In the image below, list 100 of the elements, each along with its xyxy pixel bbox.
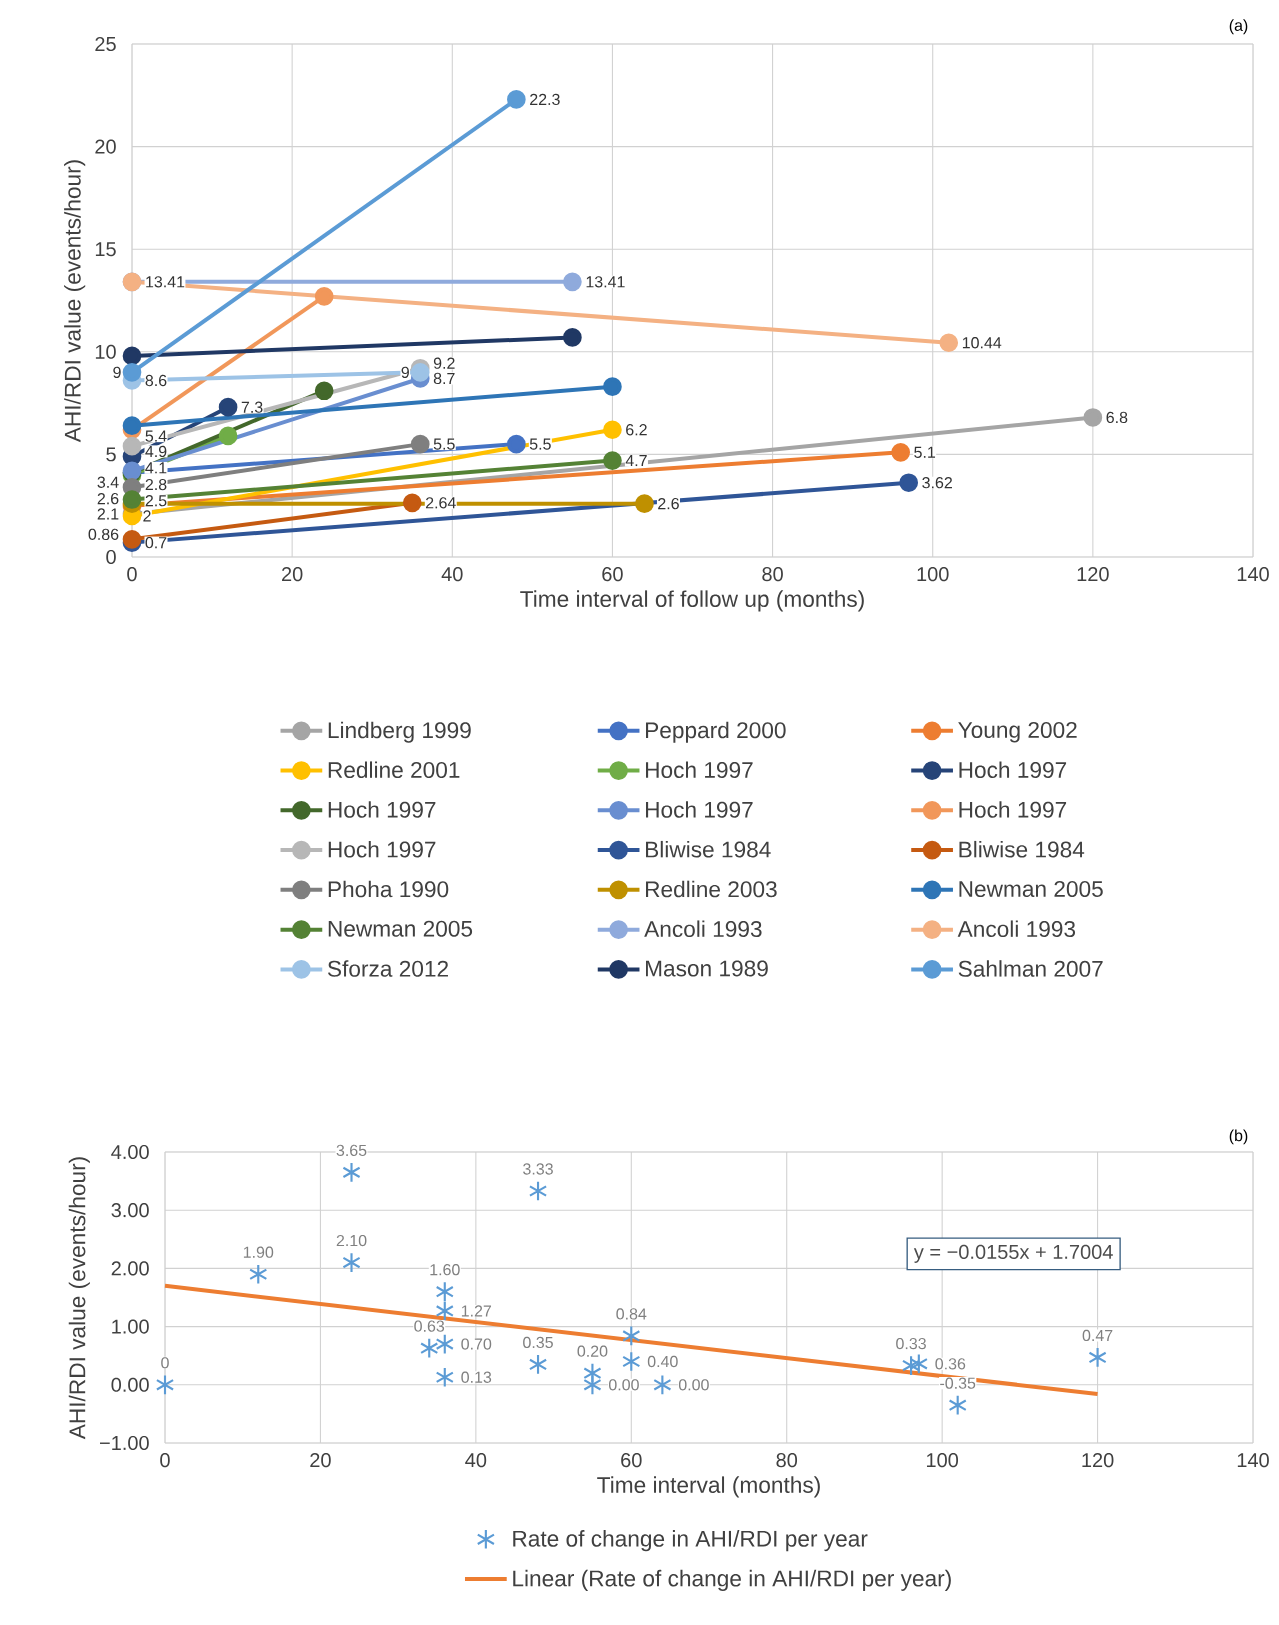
data-label: 3.62 [922,477,952,489]
data-label: 3.33 [523,1163,553,1175]
y-tick-label: 5 [106,447,116,462]
legend-label: Mason 1989 [646,960,768,977]
data-label: 4.7 [625,455,647,467]
data-label: 2 [143,510,151,522]
x-tick-label: 40 [441,567,463,582]
legend-label: Newman 2005 [959,880,1103,898]
x-axis-title: Time interval of follow up (months) [520,590,864,612]
x-tick-label: 120 [1077,567,1109,582]
data-label: 3.4 [97,476,119,488]
data-label: 6.8 [1106,411,1128,424]
y-axis-title: AHI/RDI value (events/hour) [68,1157,90,1440]
x-tick-label: 60 [602,567,623,582]
data-label: 0.84 [616,1308,647,1320]
data-label: 0.86 [88,528,119,540]
legend-label: Ancoli 1993 [644,920,762,938]
data-label: 0.63 [414,1320,445,1332]
x-tick-label: 40 [465,1453,487,1468]
annotation: y = −0.0155x + 1.7004 [913,1244,1113,1263]
data-label: 9.2 [433,357,455,369]
legend-label: Redline 2001 [328,761,460,779]
data-label: 1.60 [430,1264,460,1276]
legend-label: Ancoli 1993 [957,920,1076,938]
data-label: 1.90 [243,1246,274,1258]
data-label: 10.44 [962,337,1002,349]
data-label: 0.33 [896,1337,926,1350]
legend-label: Hoch 1997 [328,801,436,818]
y-tick-label: 0 [106,549,116,565]
y-tick-label: 3.00 [111,1203,149,1218]
data-label: 5.5 [529,438,551,450]
data-label: 0.70 [461,1338,492,1350]
y-tick-label: 25 [95,36,116,52]
legend-label: Redline 2003 [646,880,777,898]
x-tick-label: 140 [1237,567,1269,582]
text: (b) [1229,1129,1248,1145]
x-axis-title: Time interval (months) [597,1476,820,1498]
data-label: 0 [161,1357,169,1369]
x-tick-label: 20 [310,1453,331,1468]
x-tick-label: 100 [917,567,949,582]
data-label: 13.41 [146,276,185,288]
text: (a) [1229,19,1248,35]
data-label: 2.64 [425,497,456,509]
data-label: 22.3 [530,93,560,106]
y-tick-label: −1.00 [100,1435,149,1451]
x-tick-label: 20 [282,567,303,582]
y-tick-label: 10 [95,344,116,359]
y-tick-label: 20 [95,139,116,154]
data-label: 5.5 [433,438,455,450]
x-tick-label: 80 [776,1453,798,1468]
legend-label: Peppard 2000 [646,721,786,743]
data-label: 0.35 [523,1336,553,1349]
data-label: 0.40 [647,1355,678,1368]
data-label: 9 [401,366,409,378]
data-label: 4.9 [145,445,167,458]
legend-label: Rate of change in AHI/RDI per year [513,1530,868,1552]
x-tick-label: 100 [926,1453,959,1468]
x-tick-label: 0 [160,1453,170,1468]
y-axis-title: AHI/RDI value (events/hour) [64,160,86,443]
data-label: 0.7 [145,536,167,549]
legend-label: Bliwise 1984 [959,840,1085,858]
legend-label: Bliwise 1984 [646,840,771,858]
legend-label: Hoch 1997 [646,761,753,779]
data-label: 5.4 [145,430,167,442]
x-tick-label: 80 [762,567,783,582]
y-tick-label: 1.00 [112,1319,149,1334]
data-label: 2.6 [97,492,119,505]
data-label: 2.8 [145,478,167,491]
legend-label: Phoha 1990 [328,880,449,898]
legend-label: Hoch 1997 [646,801,753,818]
data-label: 5.1 [914,446,936,458]
legend-label: Young 2002 [958,721,1077,743]
y-tick-label: 0.00 [111,1377,149,1392]
data-label: 0.47 [1082,1329,1113,1342]
legend-label: Hoch 1997 [959,761,1067,779]
legend-label: Linear (Rate of change in AHI/RDI per year) [513,1569,951,1591]
data-label: 2.5 [145,495,167,507]
data-label: 8.6 [145,374,167,387]
legend-label: Sforza 2012 [327,960,448,977]
y-tick-label: 15 [95,242,116,257]
x-tick-label: 140 [1237,1453,1269,1468]
data-label: -0.35 [940,1377,976,1389]
data-label: 7.3 [241,401,263,413]
data-label: 0.00 [678,1379,709,1391]
legend-label: Hoch 1997 [328,840,436,858]
data-label: 13.41 [586,276,625,288]
data-label: 3.65 [336,1144,367,1157]
y-tick-label: 2.00 [111,1261,149,1276]
data-label: 0.36 [935,1358,966,1370]
legend-label: Sahlman 2007 [958,960,1103,977]
x-tick-label: 60 [621,1453,642,1468]
data-label: 4.1 [145,462,167,474]
data-label: 2.10 [336,1234,367,1247]
legend-label: Lindberg 1999 [328,721,471,743]
data-label: 6.2 [626,424,647,436]
data-label: 0.13 [461,1371,492,1383]
data-label: 0.20 [577,1345,608,1357]
data-label: 2.6 [658,497,679,510]
data-label: 9 [113,366,121,378]
x-tick-label: 120 [1082,1453,1114,1468]
